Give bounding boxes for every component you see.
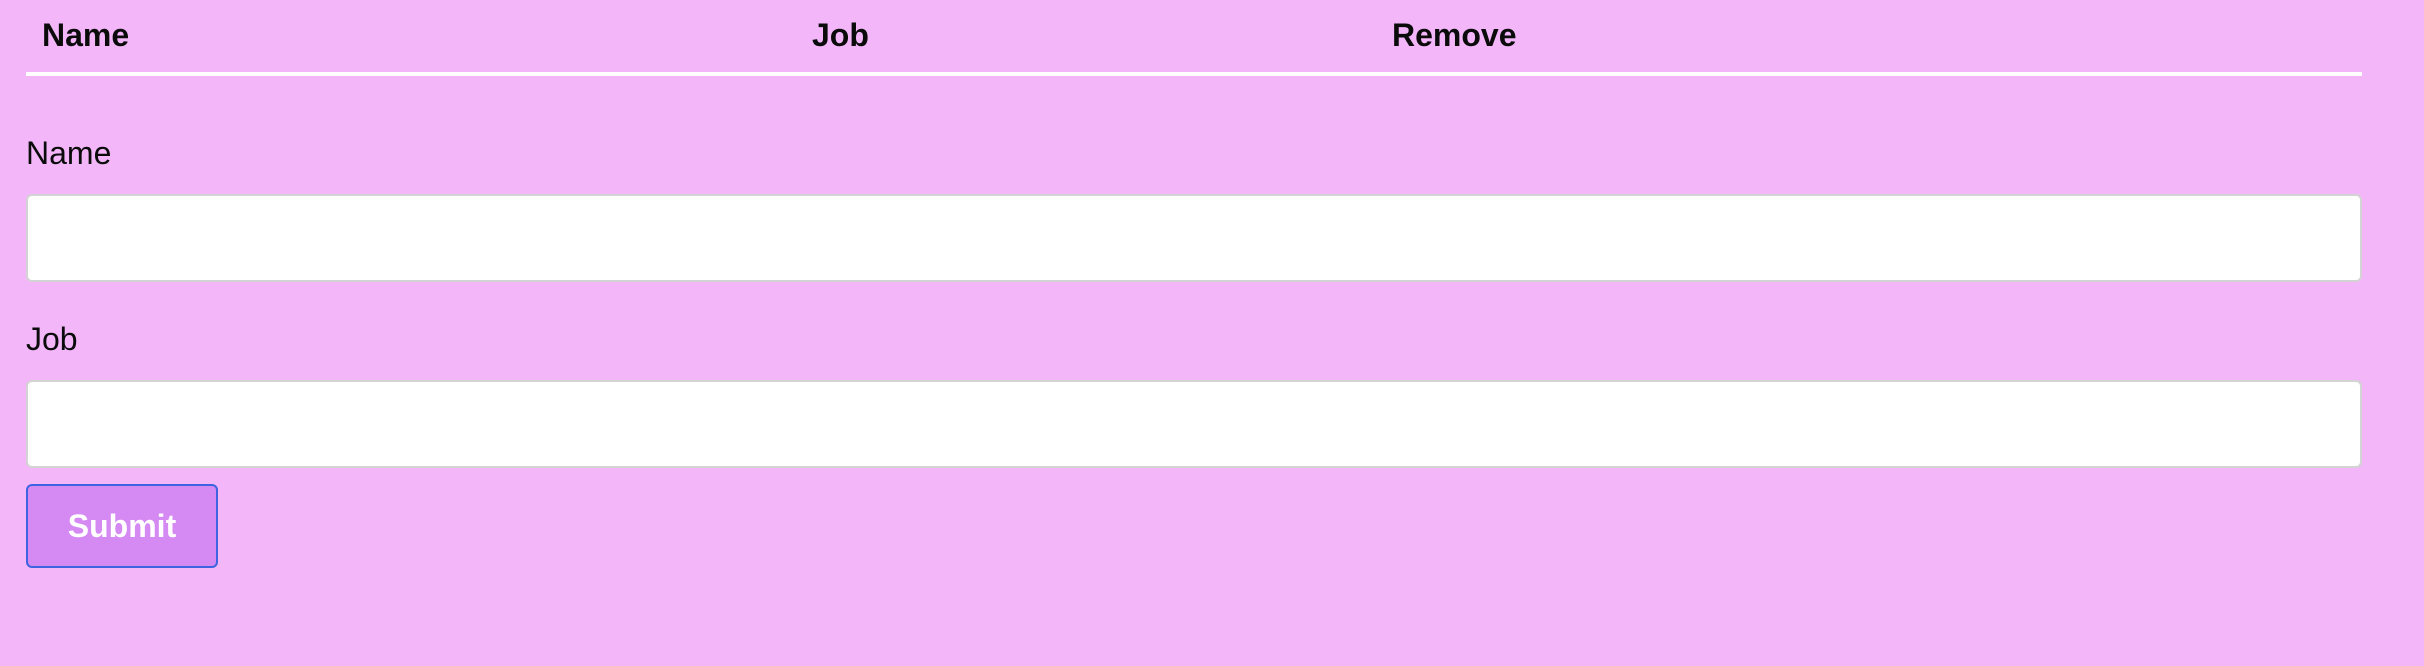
submit-button[interactable]: Submit	[26, 484, 218, 568]
column-header-job: Job	[812, 16, 869, 54]
column-header-remove: Remove	[1392, 16, 1517, 54]
name-input[interactable]	[26, 194, 2362, 282]
table-header: Name Job Remove	[26, 0, 2362, 76]
job-input[interactable]	[26, 380, 2362, 468]
name-label: Name	[26, 134, 111, 172]
job-label: Job	[26, 320, 78, 358]
column-header-name: Name	[42, 16, 129, 54]
